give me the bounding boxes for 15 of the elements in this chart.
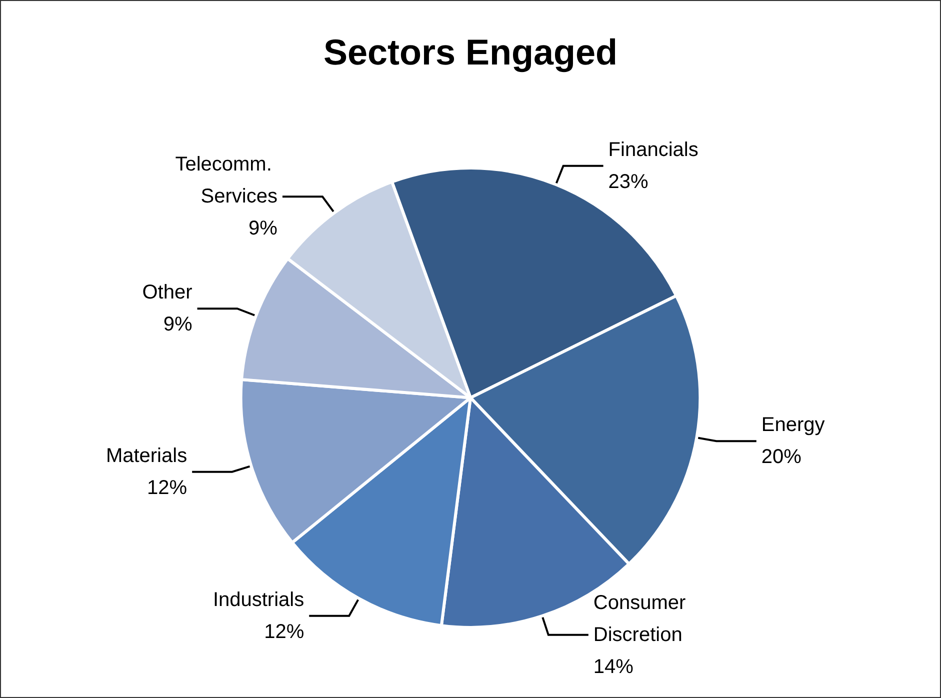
slice-label: Telecomm. Services (175, 154, 278, 208)
slice-label: Financials (608, 138, 698, 161)
slice-label: Materials (106, 444, 188, 467)
data-label: 12% (264, 620, 304, 643)
slice-label: Other (142, 282, 193, 304)
data-label: 9% (163, 314, 192, 336)
slice-label: Consumer Discretion (593, 592, 692, 646)
data-label: 14% (593, 656, 634, 678)
slice-label: Energy (761, 414, 825, 436)
data-label: 9% (248, 218, 278, 240)
chart-title: Sectors Engaged (323, 32, 618, 72)
data-label: 20% (761, 446, 802, 468)
data-label: 12% (147, 476, 188, 499)
slice-label: Industrials (212, 588, 304, 611)
data-label: 23% (608, 170, 649, 193)
